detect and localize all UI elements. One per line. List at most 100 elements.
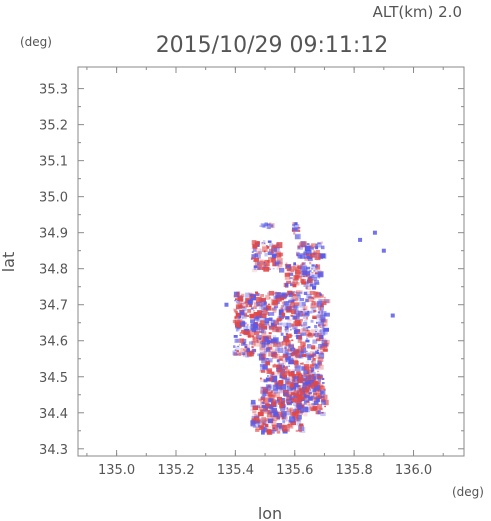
y-tick-label: 35.3 <box>39 83 68 98</box>
data-cell <box>261 365 264 367</box>
data-cell <box>299 298 305 301</box>
data-cell <box>314 396 317 400</box>
data-cell <box>300 380 302 383</box>
data-cell <box>317 410 321 415</box>
data-cell <box>285 264 291 268</box>
data-cell <box>297 385 301 388</box>
data-cell <box>296 381 299 384</box>
data-cell <box>240 347 246 353</box>
data-cell <box>281 411 287 418</box>
data-cell <box>266 224 271 229</box>
data-cell <box>253 265 258 268</box>
data-cell <box>257 412 264 417</box>
data-cell <box>288 424 293 428</box>
data-cell <box>233 352 238 356</box>
data-cell <box>239 321 246 327</box>
data-cell <box>298 335 302 339</box>
data-cell <box>291 351 294 355</box>
data-cell <box>319 373 323 376</box>
data-cell <box>307 310 310 313</box>
data-cell <box>290 266 296 271</box>
data-cell <box>311 307 317 311</box>
data-cell <box>259 355 264 359</box>
data-cell <box>250 294 254 297</box>
data-cell <box>278 252 284 257</box>
data-cell <box>296 252 300 256</box>
data-cell <box>245 303 249 308</box>
data-cell <box>280 292 283 295</box>
data-cell <box>255 241 260 245</box>
axis-ticks: 135.0 135.2 135.4 135.6 135.8 136.0 34.3 34.4 34… <box>39 67 464 478</box>
data-cell <box>253 316 259 321</box>
data-cell <box>275 244 281 249</box>
data-cell <box>310 355 314 358</box>
data-cell <box>267 303 270 306</box>
altitude-label: ALT(km) 2.0 <box>373 3 462 21</box>
data-cell <box>293 349 299 353</box>
data-cell-outlier <box>358 237 363 242</box>
data-cell <box>270 319 276 326</box>
data-cell <box>317 314 323 319</box>
data-cell <box>270 412 275 418</box>
data-cell <box>283 392 289 397</box>
data-cell <box>297 265 302 269</box>
data-cell <box>252 337 256 341</box>
data-cell <box>284 328 287 331</box>
data-cell <box>317 332 322 339</box>
data-cell <box>288 371 295 377</box>
data-cell <box>271 400 277 407</box>
data-cell <box>271 419 277 426</box>
data-cell <box>320 344 326 351</box>
data-cell <box>264 336 269 342</box>
data-cell <box>245 292 250 298</box>
data-cell <box>276 382 279 385</box>
data-cell <box>306 327 309 329</box>
data-cell <box>282 354 289 358</box>
data-cell <box>272 364 277 368</box>
data-cell <box>255 291 258 294</box>
data-cell <box>309 380 314 385</box>
data-cell <box>278 355 284 361</box>
data-cell <box>295 364 301 369</box>
data-cell <box>286 346 290 348</box>
data-cell <box>240 310 244 313</box>
data-cell <box>263 379 268 383</box>
data-cell <box>291 374 295 378</box>
data-cell <box>316 375 323 380</box>
data-cell <box>289 283 293 287</box>
data-cell <box>321 399 327 405</box>
data-cell <box>289 416 295 423</box>
data-cell <box>288 365 290 367</box>
data-cell <box>309 290 315 295</box>
data-cell <box>250 408 253 411</box>
data-cell <box>251 240 257 245</box>
data-cell <box>297 373 303 378</box>
data-cell <box>302 311 305 314</box>
data-cell <box>285 340 291 347</box>
data-cell <box>238 344 241 346</box>
data-cell-outlier <box>381 248 386 253</box>
data-cell <box>321 411 324 414</box>
data-cell <box>261 393 266 397</box>
data-cell <box>312 249 316 253</box>
data-cell <box>235 310 238 314</box>
data-cell <box>269 394 275 401</box>
data-cell <box>241 293 245 298</box>
data-cell <box>311 285 317 289</box>
data-cell <box>270 224 274 228</box>
data-cell <box>322 301 327 306</box>
data-cell <box>288 299 292 303</box>
data-cell <box>294 388 297 391</box>
data-cell <box>297 246 301 249</box>
data-cell <box>287 268 293 275</box>
data-cell <box>270 398 274 402</box>
data-cell <box>250 424 253 427</box>
data-cell <box>261 405 266 408</box>
data-cell <box>259 248 263 252</box>
data-cell <box>302 275 306 277</box>
data-cell <box>250 399 256 405</box>
data-cell <box>300 273 307 278</box>
data-cell <box>287 318 292 322</box>
data-cell <box>313 376 316 380</box>
data-cell <box>247 323 249 326</box>
